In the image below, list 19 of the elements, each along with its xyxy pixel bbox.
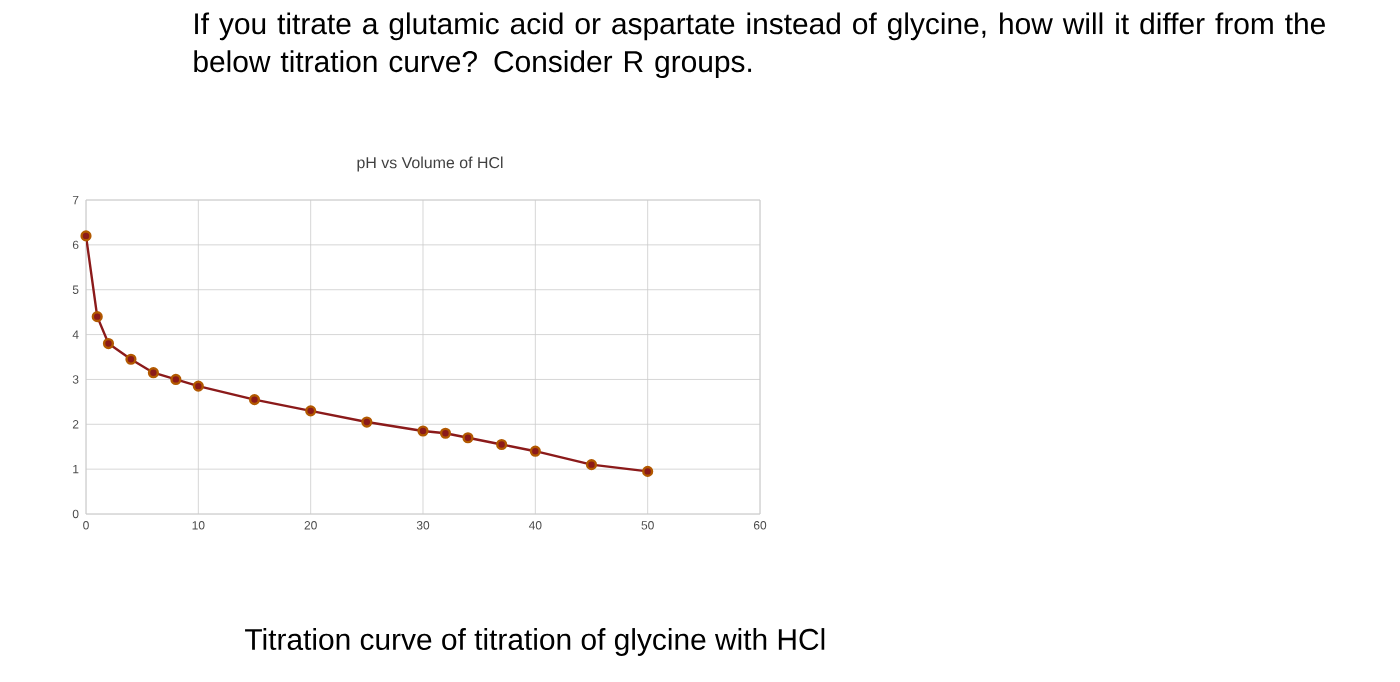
point (80, 230, 92, 242)
point (417, 425, 429, 437)
point (192, 380, 204, 392)
point (125, 353, 137, 365)
point (91, 311, 103, 323)
text: Titration curve of titration of glycine with HCl (245, 628, 825, 656)
point (462, 432, 474, 444)
point (147, 367, 159, 379)
chart-title: If you titrate a glutamic acid or aspartate instead of glycine, how will it differ from the below titration curve? Consider R groups. (194, 12, 1325, 79)
point (496, 438, 508, 451)
point (439, 427, 452, 439)
point (248, 394, 261, 406)
point (305, 405, 317, 417)
point (170, 373, 182, 386)
point (642, 465, 654, 477)
point (361, 416, 373, 428)
point (585, 459, 598, 471)
point (529, 445, 541, 457)
point (102, 337, 115, 350)
